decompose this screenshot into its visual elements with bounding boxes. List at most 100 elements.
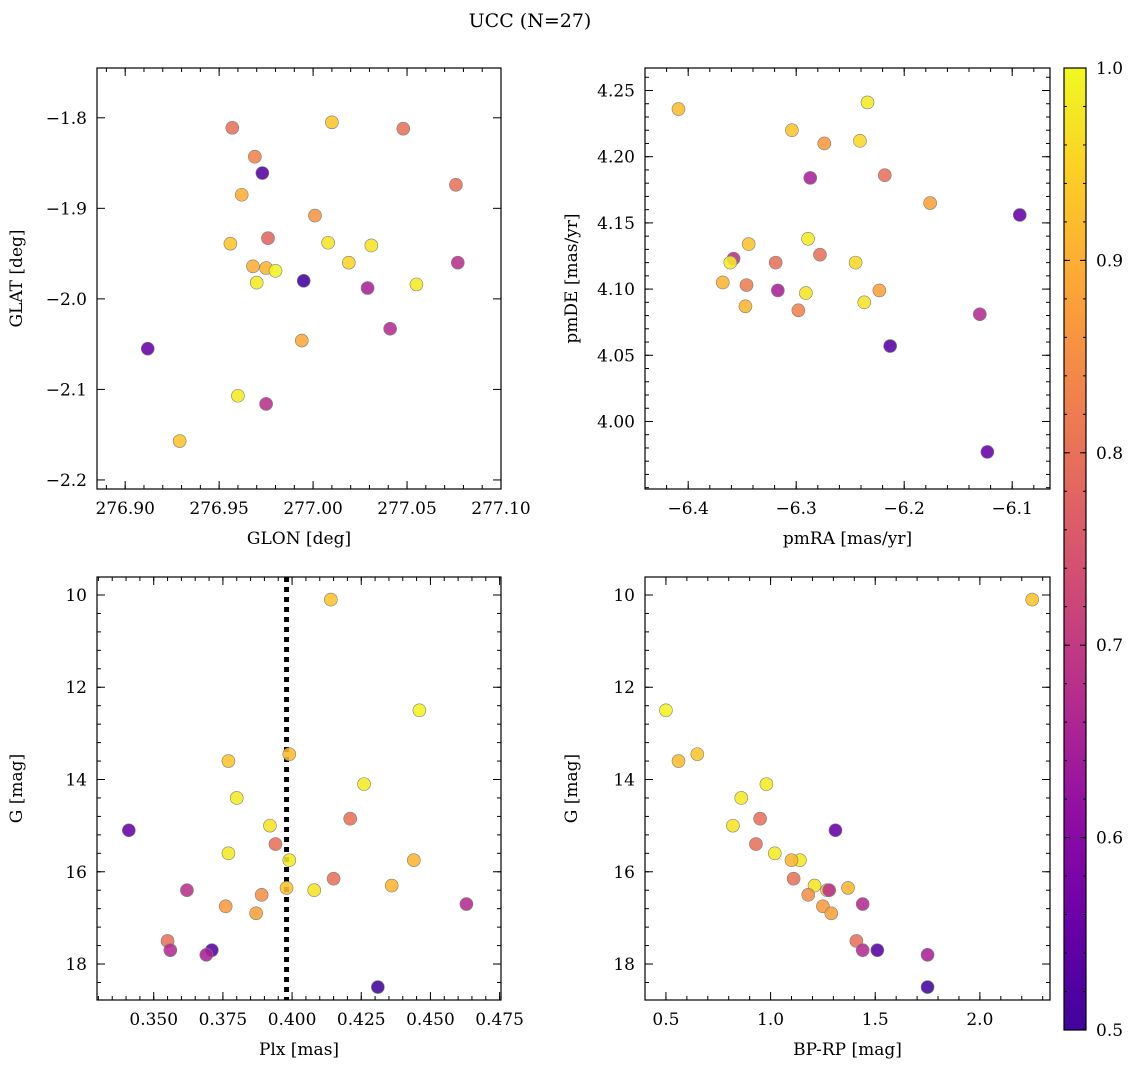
scatter-point bbox=[248, 149, 262, 164]
scatter-point bbox=[199, 947, 214, 962]
scatter-point bbox=[972, 307, 987, 322]
x-tick-label: 1.5 bbox=[862, 1010, 889, 1030]
scatter-point bbox=[321, 235, 335, 250]
x-tick-label: 277.10 bbox=[471, 499, 530, 519]
y-tick-label: 4.15 bbox=[597, 214, 635, 234]
x-tick-label: 277.00 bbox=[283, 499, 342, 519]
scatter-point bbox=[980, 445, 995, 459]
scatter-point bbox=[739, 278, 754, 292]
scatter-point bbox=[396, 121, 411, 136]
scatter-point bbox=[249, 275, 264, 290]
y-tick-label: 10 bbox=[613, 586, 635, 606]
y-tick-label: 18 bbox=[613, 955, 635, 975]
scatter-point bbox=[799, 286, 813, 300]
scatter-point bbox=[412, 703, 427, 718]
scatter-point bbox=[828, 823, 843, 838]
scatter-point bbox=[325, 115, 339, 130]
scatter-point bbox=[229, 791, 244, 805]
scatter-point bbox=[824, 906, 839, 921]
scatter-point bbox=[741, 237, 756, 251]
scatter-point bbox=[767, 846, 782, 861]
x-tick-label: −6.1 bbox=[992, 499, 1033, 519]
x-tick-label: 0.450 bbox=[406, 1010, 455, 1030]
scatter-point bbox=[282, 747, 297, 761]
x-tick-label: 2.0 bbox=[966, 1010, 993, 1030]
scatter-point bbox=[122, 823, 136, 838]
x-axis-label: pmRA [mas/yr] bbox=[783, 529, 912, 549]
scatter-point bbox=[341, 255, 356, 270]
colorbar-tick-label: 0.9 bbox=[1096, 251, 1123, 271]
colorbar-tick-label: 0.5 bbox=[1096, 1021, 1123, 1041]
x-tick-label: −6.4 bbox=[668, 499, 709, 519]
scatter-point bbox=[671, 102, 686, 116]
scatter-point bbox=[817, 136, 832, 151]
scatter-point bbox=[813, 247, 827, 262]
scatter-point bbox=[870, 943, 885, 957]
x-tick-label: 276.95 bbox=[189, 499, 248, 519]
scatter-point bbox=[803, 171, 818, 185]
y-tick-label: 12 bbox=[65, 678, 87, 698]
colorbar-ticks: 0.5 0.6 0.7 0.8 0.9 1.0 bbox=[1064, 59, 1123, 1041]
colorbar-tick-label: 0.7 bbox=[1096, 636, 1123, 656]
scatter-point bbox=[759, 777, 774, 791]
y-tick-label: 14 bbox=[65, 771, 87, 791]
scatter-point bbox=[822, 883, 836, 898]
scatter-point bbox=[261, 231, 275, 246]
scatter-point bbox=[218, 899, 233, 914]
colorbar: 0.5 0.6 0.7 0.8 0.9 1.0 bbox=[1063, 59, 1123, 1041]
figure-title: UCC (N=27) bbox=[469, 10, 592, 32]
y-tick-label: 4.25 bbox=[597, 82, 635, 102]
scatter-point bbox=[1025, 592, 1040, 607]
axes-frame bbox=[644, 67, 1051, 490]
scatter-point bbox=[140, 341, 155, 356]
scatter-point bbox=[225, 120, 240, 135]
x-tick-label: 0.5 bbox=[652, 1010, 679, 1030]
scatter-point bbox=[690, 747, 705, 761]
x-axis-label: BP-RP [mag] bbox=[793, 1040, 902, 1060]
scatter-point bbox=[786, 871, 801, 886]
y-tick-label: 10 bbox=[65, 586, 87, 606]
scatter-point bbox=[715, 275, 730, 290]
scatter-point bbox=[855, 897, 870, 911]
y-tick-label: 16 bbox=[65, 863, 87, 883]
axes-frame bbox=[96, 67, 502, 490]
scatter-point bbox=[163, 943, 178, 957]
scatter-point bbox=[307, 883, 322, 898]
x-tick-label: 0.375 bbox=[199, 1010, 248, 1030]
scatter-point bbox=[383, 321, 397, 336]
y-tick-label: 12 bbox=[613, 678, 635, 698]
y-tick-label: 4.10 bbox=[597, 280, 635, 300]
scatter-point bbox=[877, 168, 892, 183]
scatter-point bbox=[753, 811, 767, 826]
scatter-point bbox=[246, 259, 260, 274]
y-tick-label: −1.8 bbox=[46, 109, 87, 129]
scatter-point bbox=[738, 299, 753, 314]
x-tick-label: −6.3 bbox=[776, 499, 817, 519]
y-tick-label: −2.0 bbox=[46, 290, 87, 310]
scatter-point bbox=[801, 888, 816, 902]
scatter-point bbox=[734, 791, 749, 805]
y-tick-label: 4.05 bbox=[597, 346, 635, 366]
panels: 276.90 276.95 277.00 277.05 277.10 −1.8 −1.9 −2… bbox=[7, 67, 1051, 1060]
scatter-point bbox=[409, 277, 424, 292]
scatter-point bbox=[234, 187, 249, 202]
scatter-point bbox=[723, 255, 738, 270]
scatter-point bbox=[360, 281, 375, 295]
scatter-point bbox=[282, 853, 297, 868]
colorbar-tick-label: 1.0 bbox=[1096, 59, 1123, 79]
scatter-point bbox=[785, 123, 799, 138]
x-tick-label: 0.400 bbox=[268, 1010, 317, 1030]
scatter-point bbox=[920, 980, 935, 994]
scatter-point bbox=[671, 754, 686, 768]
scatter-point bbox=[860, 95, 875, 110]
scatter-point bbox=[249, 906, 263, 921]
scatter-point bbox=[324, 592, 338, 607]
scatter-point bbox=[221, 754, 236, 768]
scatter-point bbox=[343, 811, 357, 826]
scatter-point bbox=[771, 283, 785, 298]
panel-4: 0.5 1.0 1.5 2.0 10 12 14 16 18 BP-RP [mag] G [mag] bbox=[562, 576, 1051, 1060]
x-tick-label: 0.475 bbox=[475, 1010, 524, 1030]
panel-3: 0.350 0.375 0.400 0.425 0.450 0.475 10 12 14 16 18… bbox=[7, 576, 524, 1060]
x-tick-label: 0.425 bbox=[337, 1010, 386, 1030]
